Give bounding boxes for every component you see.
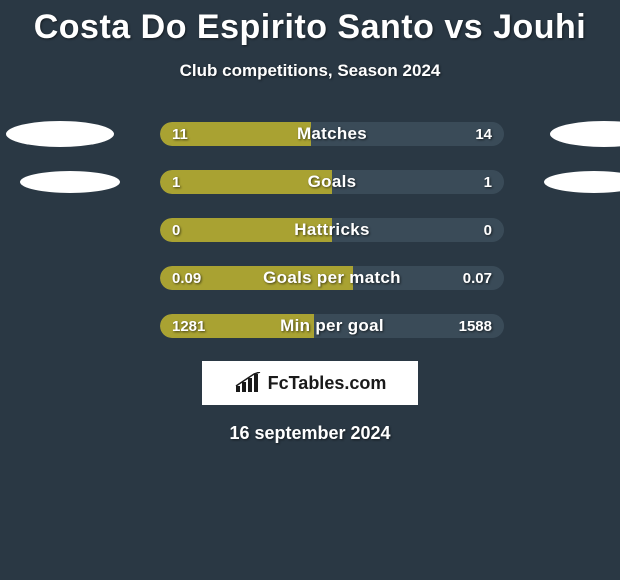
chart-bars-icon (234, 372, 262, 394)
player-marker-left (6, 121, 114, 147)
stat-label: Goals (160, 170, 504, 194)
stat-bar: 12811588Min per goal (160, 314, 504, 338)
stat-label: Goals per match (160, 266, 504, 290)
stat-row: 0.090.07Goals per match (0, 265, 620, 291)
stat-bar: 00Hattricks (160, 218, 504, 242)
stat-row: 00Hattricks (0, 217, 620, 243)
stat-bar: 0.090.07Goals per match (160, 266, 504, 290)
stat-row: 1114Matches (0, 121, 620, 147)
stat-row: 12811588Min per goal (0, 313, 620, 339)
player-marker-right (550, 121, 620, 147)
date-label: 16 september 2024 (0, 423, 620, 444)
stats-rows: 1114Matches 11Goals 00Hattricks 0.090.07Goa… (0, 121, 620, 339)
stat-bar: 11Goals (160, 170, 504, 194)
stat-label: Min per goal (160, 314, 504, 338)
stat-label: Hattricks (160, 218, 504, 242)
player-marker-right (544, 171, 620, 193)
player-marker-left (20, 171, 120, 193)
page-title: Costa Do Espirito Santo vs Jouhi (0, 0, 620, 47)
brand-badge: FcTables.com (202, 361, 418, 405)
brand-text: FcTables.com (268, 373, 387, 394)
page-subtitle: Club competitions, Season 2024 (0, 61, 620, 81)
stat-row: 11Goals (0, 169, 620, 195)
stat-label: Matches (160, 122, 504, 146)
stat-bar: 1114Matches (160, 122, 504, 146)
comparison-infographic: Costa Do Espirito Santo vs Jouhi Club co… (0, 0, 620, 444)
